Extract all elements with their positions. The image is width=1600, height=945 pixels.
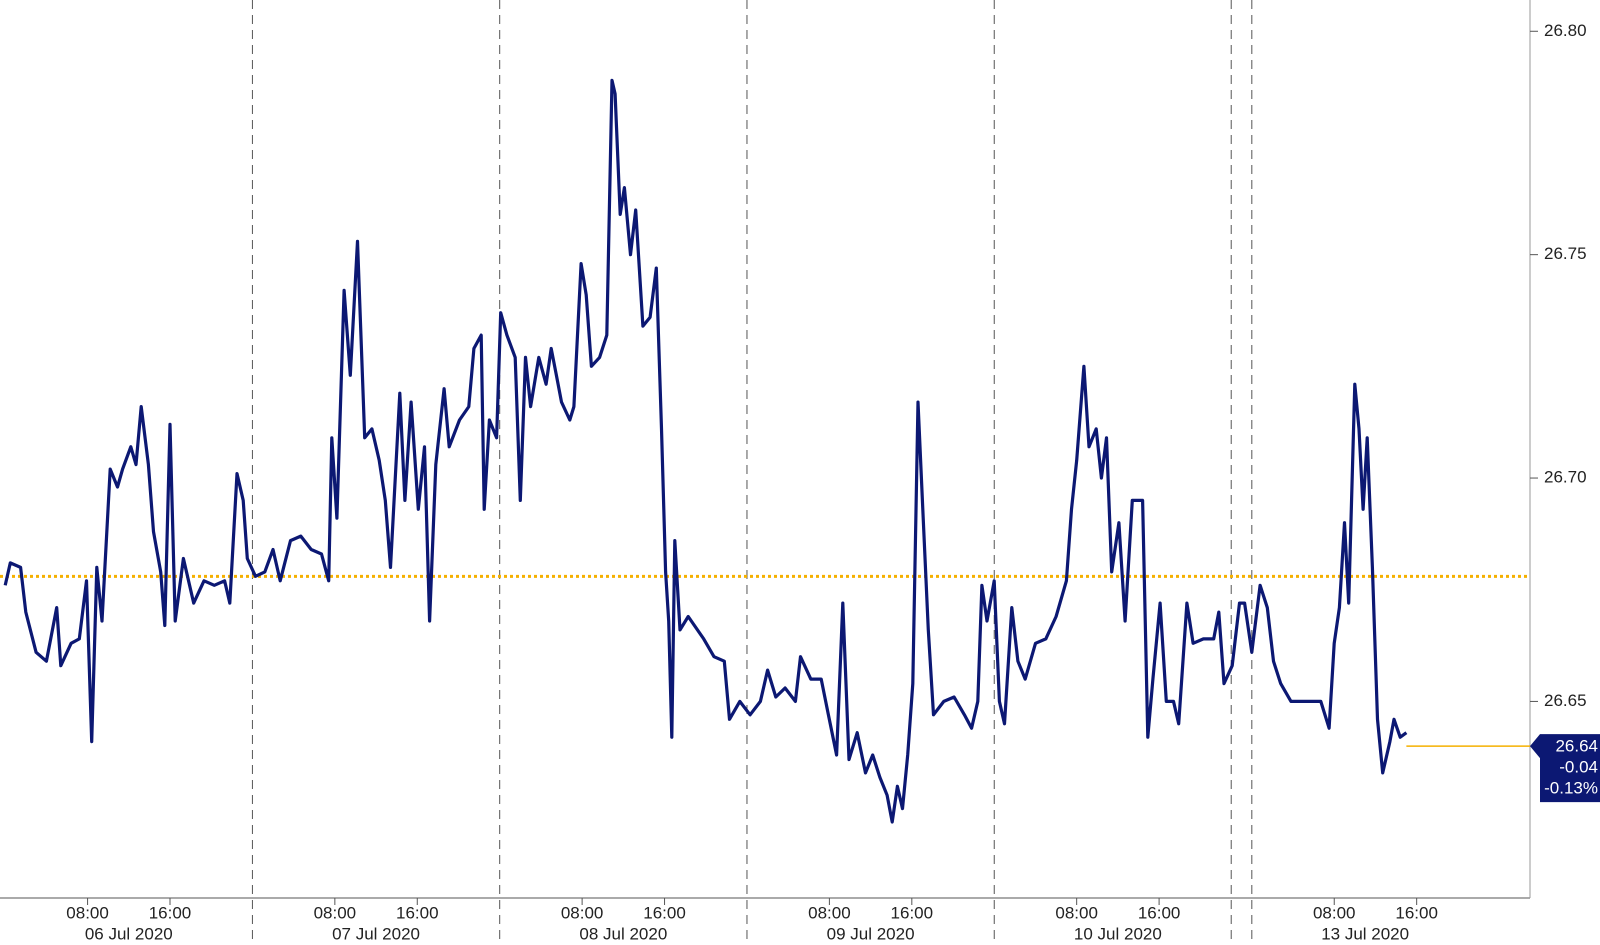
y-tick-label: 26.70 xyxy=(1544,468,1587,487)
x-tick-label: 08:00 xyxy=(314,903,357,922)
x-tick-label: 08:00 xyxy=(66,903,109,922)
x-tick-label: 16:00 xyxy=(891,903,934,922)
x-tick-label: 16:00 xyxy=(396,903,439,922)
last-price-value: 26.64 xyxy=(1555,737,1598,756)
x-tick-label: 08:00 xyxy=(1055,903,1098,922)
day-label: 13 Jul 2020 xyxy=(1321,924,1409,943)
x-tick-label: 16:00 xyxy=(1395,903,1438,922)
y-tick-label: 26.80 xyxy=(1544,21,1587,40)
y-tick-label: 26.65 xyxy=(1544,691,1587,710)
day-label: 09 Jul 2020 xyxy=(827,924,915,943)
day-label: 07 Jul 2020 xyxy=(332,924,420,943)
x-tick-label: 08:00 xyxy=(1313,903,1356,922)
day-label: 10 Jul 2020 xyxy=(1074,924,1162,943)
last-price-box xyxy=(1530,734,1600,803)
price-line xyxy=(3,78,1408,824)
day-label: 06 Jul 2020 xyxy=(85,924,173,943)
x-tick-label: 08:00 xyxy=(808,903,851,922)
x-tick-label: 08:00 xyxy=(561,903,604,922)
last-price-pct: -0.13% xyxy=(1544,779,1598,798)
day-label: 08 Jul 2020 xyxy=(579,924,667,943)
y-tick-label: 26.75 xyxy=(1544,244,1587,263)
x-tick-label: 16:00 xyxy=(643,903,686,922)
x-tick-label: 16:00 xyxy=(149,903,192,922)
last-price-change: -0.04 xyxy=(1559,758,1598,777)
x-tick-label: 16:00 xyxy=(1138,903,1181,922)
